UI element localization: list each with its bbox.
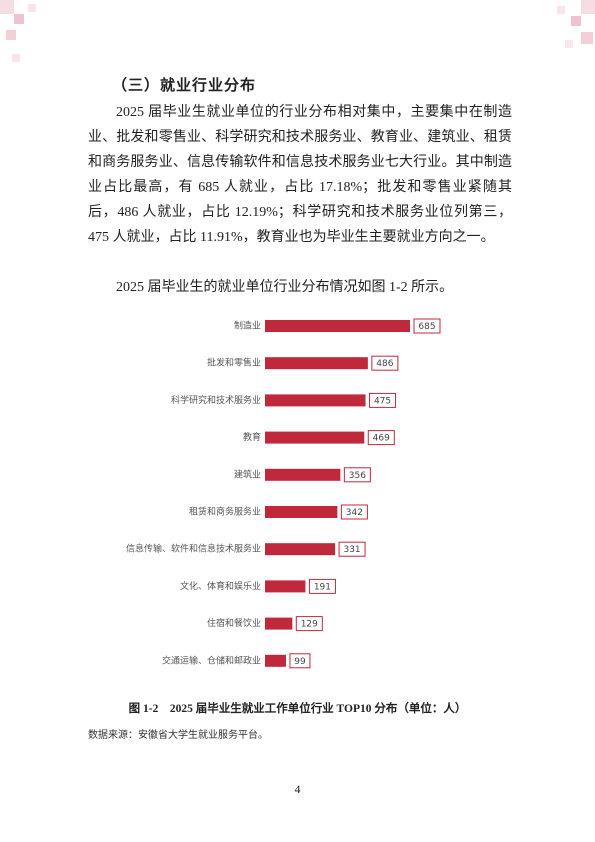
source-note: 数据来源：安徽省大学生就业服务平台。 [88, 730, 268, 741]
value-label-box [295, 616, 323, 632]
value-label-box [367, 430, 395, 446]
bar [265, 580, 306, 593]
category-label: 交通运输、仓储和邮政业 [162, 654, 261, 666]
value-label-box [371, 355, 399, 371]
value-label: 356 [349, 471, 366, 481]
bar [265, 357, 368, 370]
section-title: （三）就业行业分布 [112, 76, 257, 94]
bar [265, 543, 336, 556]
bar [265, 617, 293, 630]
value-label-box [369, 392, 397, 408]
bar [265, 394, 366, 407]
value-label: 331 [343, 545, 360, 555]
category-label: 租赁和商务服务业 [189, 506, 261, 518]
category-label: 科学研究和技术服务业 [171, 394, 261, 406]
value-label: 99 [294, 657, 306, 667]
value-label-box [413, 318, 441, 334]
figure-caption: 图 1-2 2025 届毕业生就业工作单位行业 TOP10 分布（单位：人） [128, 703, 467, 715]
bar [265, 431, 365, 444]
value-label: 342 [346, 508, 363, 518]
value-label: 469 [373, 434, 390, 444]
category-label: 教育 [243, 431, 261, 443]
value-label: 191 [314, 582, 331, 592]
value-label-box [343, 467, 371, 483]
value-label-box [308, 578, 336, 594]
value-label: 129 [301, 620, 318, 630]
corner-decoration [557, 0, 595, 48]
value-label-box [338, 541, 366, 557]
page-number: 4 [294, 782, 301, 796]
category-label: 建筑业 [234, 468, 261, 480]
bar [265, 506, 338, 518]
value-label-box [289, 653, 311, 669]
bar [265, 320, 410, 332]
category-label: 住宿和餐饮业 [207, 617, 261, 629]
bar [265, 654, 286, 667]
category-label: 文化、体育和娱乐业 [180, 580, 261, 592]
category-label: 信息传输、软件和信息技术服务业 [126, 543, 261, 555]
value-label: 475 [374, 396, 391, 406]
category-label: 制造业 [234, 320, 261, 332]
paragraph: 2025 届毕业生就业单位的行业分布相对集中，主要集中在制造业、批发和零售业、科… [88, 105, 512, 245]
paragraph: 2025 届毕业生的就业单位行业分布情况如图 1-2 所示。 [116, 280, 454, 295]
bar [265, 468, 341, 481]
value-label: 685 [418, 322, 435, 332]
value-label: 486 [376, 359, 393, 369]
value-label-box [340, 504, 368, 520]
corner-decoration [0, 0, 36, 62]
chart: 制造业 685 批发和零售业 486 科学研究和技术服务业 475 教育 469 建筑业 356 租… [126, 318, 441, 669]
category-label: 批发和零售业 [207, 357, 261, 369]
